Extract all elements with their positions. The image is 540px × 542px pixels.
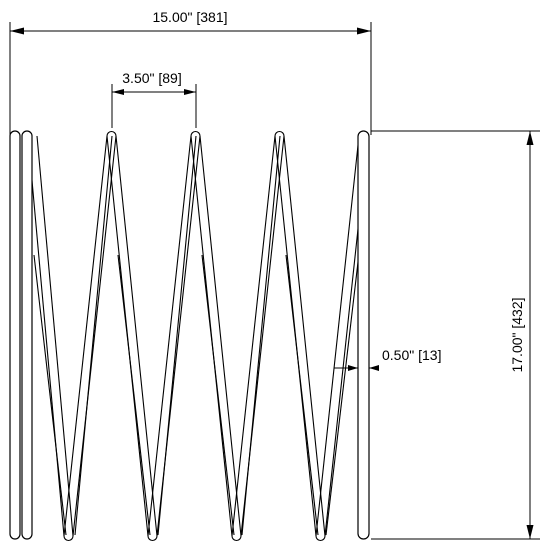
width-arrow-right — [357, 27, 371, 35]
wire-arrow-left — [348, 365, 358, 371]
length-arrow-top — [526, 131, 534, 145]
overall-width-dimension: 15.00" [381] — [9, 9, 372, 135]
bottom-turns — [63, 535, 326, 542]
top-turns — [106, 130, 369, 137]
overall-width-label: 15.00" [381] — [152, 9, 227, 25]
pitch-dimension: 3.50" [89] — [111, 70, 197, 128]
end-coil-left-outer — [9, 130, 21, 540]
front-strands — [27, 135, 369, 537]
spring-coils — [9, 130, 370, 542]
wire-arrow-right — [369, 365, 379, 371]
free-length-dimension: 17.00" [432] — [371, 130, 540, 540]
width-arrow-left — [10, 27, 24, 35]
wire-diameter-label: 0.50" [13] — [382, 347, 441, 363]
pitch-label: 3.50" [89] — [122, 70, 181, 86]
free-length-label: 17.00" [432] — [509, 297, 525, 372]
end-coil-right — [357, 130, 370, 540]
pitch-arrow-left — [112, 89, 124, 95]
wire-diameter-dimension: 0.50" [13] — [334, 347, 441, 378]
end-coil-left-inner — [21, 130, 33, 540]
pitch-arrow-right — [184, 89, 196, 95]
length-arrow-bottom — [526, 525, 534, 539]
